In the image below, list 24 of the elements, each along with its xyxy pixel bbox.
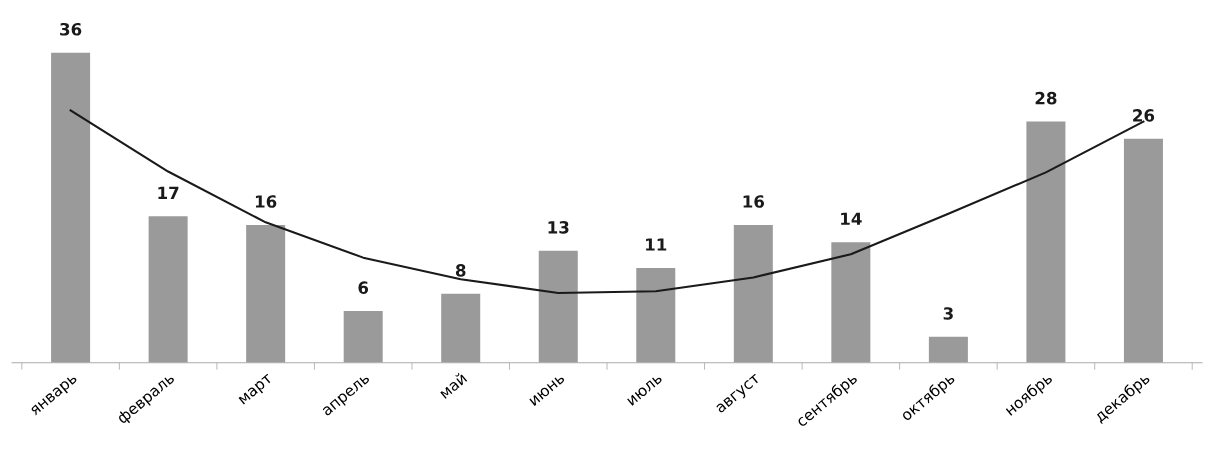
data-label: 11 — [646, 238, 667, 251]
bar — [1123, 138, 1163, 363]
bar — [1026, 121, 1066, 363]
data-label: 6 — [358, 281, 369, 294]
data-label: 8 — [455, 264, 466, 277]
bar — [441, 293, 481, 363]
data-label: 36 — [60, 22, 82, 36]
bar — [538, 250, 578, 363]
data-label: 16 — [255, 195, 277, 208]
bar — [148, 216, 188, 363]
bar — [636, 267, 676, 363]
data-label: 14 — [841, 212, 862, 225]
bar — [246, 224, 286, 363]
data-label: 16 — [743, 195, 765, 208]
data-label: 26 — [1133, 109, 1155, 122]
data-label: 17 — [158, 186, 179, 199]
bar — [831, 242, 871, 363]
bar — [928, 336, 968, 363]
data-label: 13 — [548, 221, 569, 234]
bar — [343, 311, 383, 363]
bar — [733, 224, 773, 363]
data-label: 3 — [943, 307, 953, 320]
data-label: 28 — [1035, 91, 1057, 105]
bar — [51, 52, 91, 363]
